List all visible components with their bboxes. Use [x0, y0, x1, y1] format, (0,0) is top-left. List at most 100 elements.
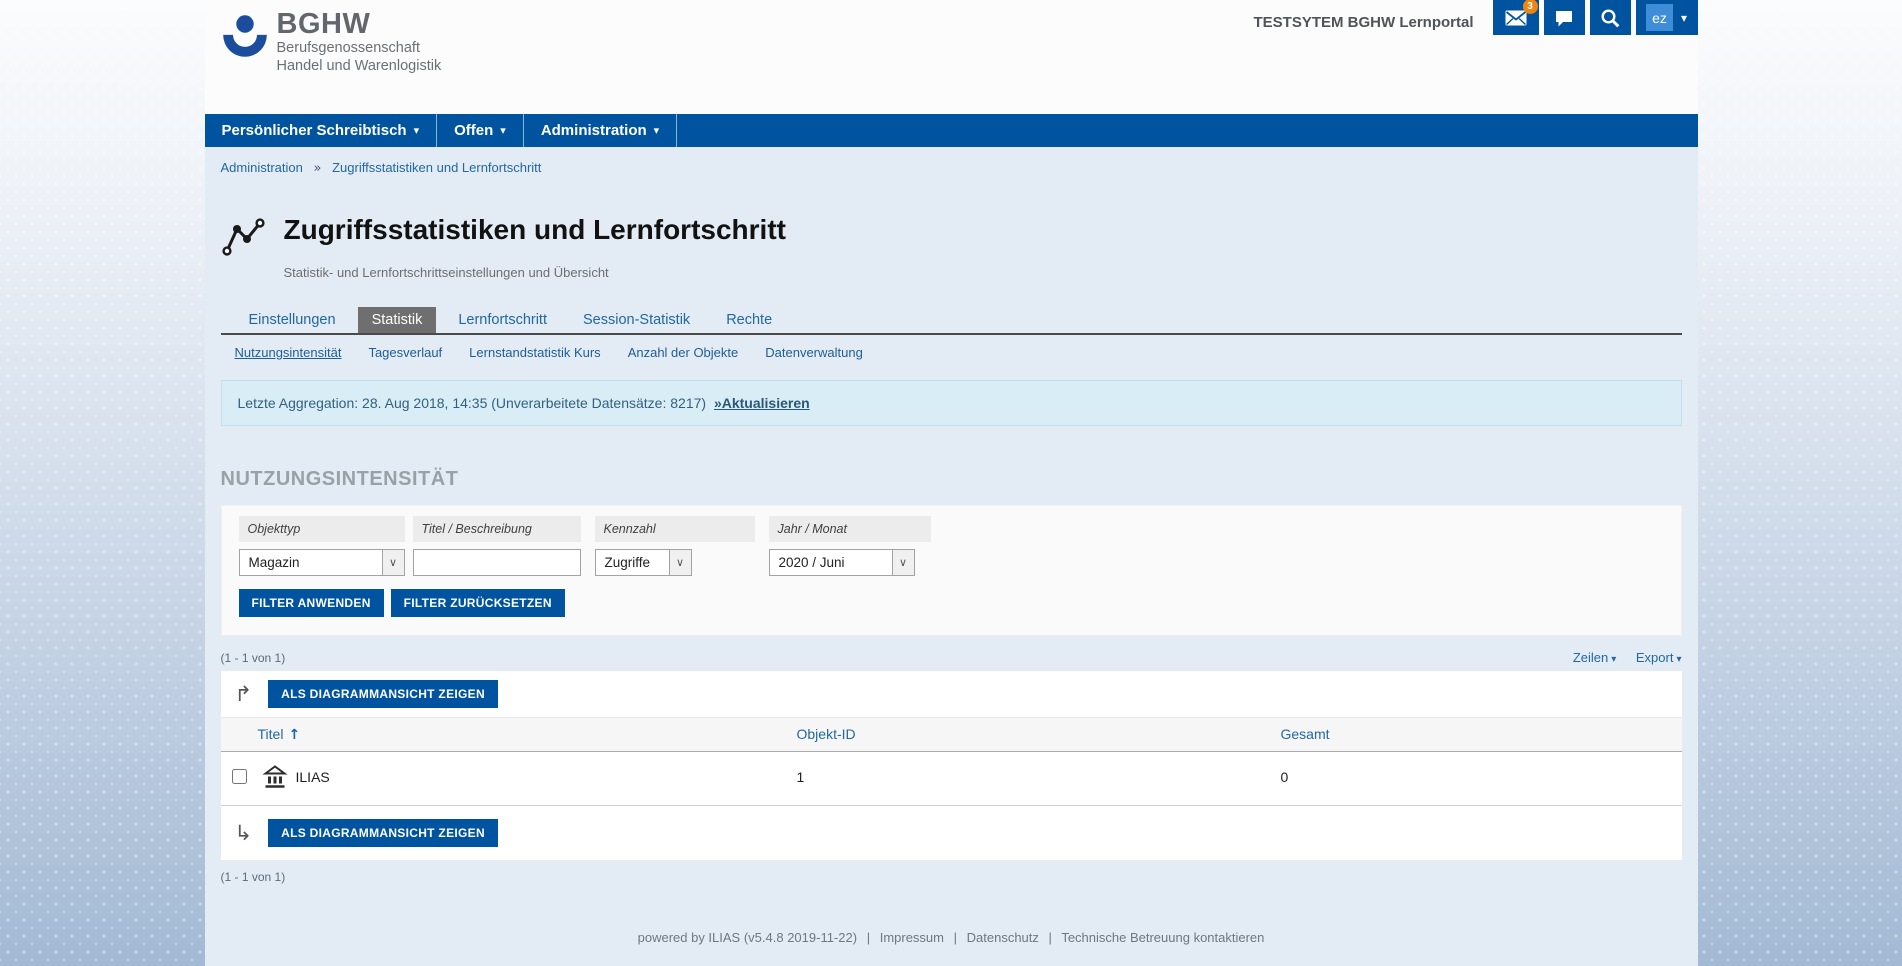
filter-reset-button[interactable]: FILTER ZURÜCKSETZEN — [390, 589, 565, 617]
row-checkbox[interactable] — [231, 769, 247, 784]
content-column: BGHW Berufsgenossenschaft Handel und War… — [204, 0, 1698, 966]
search-button[interactable] — [1589, 0, 1631, 35]
logo-subtitle-2: Handel und Warenlogistik — [276, 58, 442, 74]
column-header-objekt-id[interactable]: Objekt-ID — [797, 726, 1281, 743]
chevron-down-icon: ∨ — [668, 550, 691, 575]
subtab-lernstandstatistik-kurs[interactable]: Lernstandstatistik Kurs — [469, 345, 601, 360]
filter-label: Jahr / Monat — [768, 516, 931, 542]
repository-object-icon — [261, 765, 288, 788]
cell-titel: ILIAS — [221, 764, 797, 789]
chevron-down-icon: ▾ — [413, 124, 420, 137]
chat-button[interactable] — [1543, 0, 1585, 35]
footer-link-datenschutz[interactable]: Datenschutz — [966, 930, 1039, 945]
aggregation-info-box: Letzte Aggregation: 28. Aug 2018, 14:35 … — [220, 380, 1682, 426]
tab-rechte[interactable]: Rechte — [726, 312, 773, 328]
logo-text: BGHW Berufsgenossenschaft Handel und War… — [277, 9, 442, 75]
cell-gesamt: 0 — [1280, 768, 1289, 785]
export-menu[interactable]: Export ▾ — [1636, 650, 1682, 665]
filter-buttons: FILTER ANWENDEN FILTER ZURÜCKSETZEN — [238, 589, 1664, 617]
results-table: ↱ ALS DIAGRAMMANSICHT ZEIGEN Titel ↑ Obje… — [220, 671, 1682, 860]
breadcrumb: Administration » Zugriffsstatistiken und… — [221, 160, 1682, 176]
statistics-chart-icon — [221, 218, 265, 256]
chevron-down-icon: ▾ — [500, 124, 506, 137]
filter-label: Kennzahl — [594, 516, 755, 542]
avatar: ez — [1645, 4, 1673, 31]
chevron-down-icon: ▾ — [653, 124, 660, 137]
main-navbar: Persönlicher Schreibtisch ▾ Offen ▾ Admi… — [204, 114, 1698, 147]
filter-label: Titel / Beschreibung — [412, 516, 581, 542]
result-range-top: (1 - 1 von 1) — [220, 651, 286, 665]
titel-beschreibung-input[interactable] — [412, 549, 581, 576]
subtab-datenverwaltung[interactable]: Datenverwaltung — [765, 345, 863, 360]
chevron-down-icon: ▾ — [1680, 10, 1688, 25]
section-heading: NUTZUNGSINTENSITÄT — [220, 468, 459, 490]
breadcrumb-current[interactable]: Zugriffsstatistiken und Lernfortschritt — [332, 160, 542, 175]
mail-button[interactable]: 3 — [1492, 0, 1539, 35]
footer: powered by ILIAS (v5.4.8 2019-11-22) | I… — [221, 930, 1682, 945]
mail-badge: 3 — [1522, 0, 1538, 14]
select-value: Magazin — [248, 555, 300, 570]
show-diagram-button-bottom[interactable]: ALS DIAGRAMMANSICHT ZEIGEN — [268, 819, 498, 847]
search-icon — [1601, 8, 1620, 27]
chevron-down-icon: ∨ — [381, 550, 404, 575]
powered-by: powered by ILIAS (v5.4.8 2019-11-22) — [637, 930, 858, 945]
chevron-down-icon: ▾ — [1676, 654, 1682, 665]
main-area: Administration » Zugriffsstatistiken und… — [204, 147, 1698, 966]
column-header-gesamt[interactable]: Gesamt — [1281, 726, 1682, 743]
tab-statistik[interactable]: Statistik — [357, 307, 437, 333]
footer-link-betreuung[interactable]: Technische Betreuung kontaktieren — [1061, 930, 1265, 945]
show-diagram-button-top[interactable]: ALS DIAGRAMMANSICHT ZEIGEN — [268, 680, 498, 708]
column-label: Objekt-ID — [796, 726, 856, 742]
column-header-titel[interactable]: Titel ↑ — [221, 726, 797, 743]
page-subtitle: Statistik- und Lernfortschrittseinstellu… — [283, 265, 609, 280]
nav-item-label: Administration — [540, 122, 647, 139]
page-title-row: Zugriffsstatistiken und Lernfortschritt — [221, 214, 1682, 258]
subtab-nutzungsintensitaet[interactable]: Nutzungsintensität — [234, 345, 342, 360]
nav-administration[interactable]: Administration ▾ — [524, 114, 678, 147]
rows-menu-label: Zeilen — [1572, 650, 1609, 665]
table-command-row-top: ↱ ALS DIAGRAMMANSICHT ZEIGEN — [221, 671, 1682, 717]
tab-einstellungen[interactable]: Einstellungen — [248, 312, 336, 328]
filter-apply-button[interactable]: FILTER ANWENDEN — [238, 589, 384, 617]
subtab-anzahl-der-objekte[interactable]: Anzahl der Objekte — [627, 345, 739, 360]
filter-field-titel-beschreibung: Titel / Beschreibung — [412, 516, 581, 576]
tab-session-statistik[interactable]: Session-Statistik — [583, 312, 691, 328]
chat-icon — [1556, 10, 1572, 26]
table-menus: Zeilen ▾ Export ▾ — [1557, 650, 1682, 665]
sort-ascending-icon[interactable]: ↑ — [288, 727, 301, 743]
footer-separator: | — [953, 930, 958, 945]
tab-bar: Einstellungen Statistik Lernfortschritt … — [220, 307, 1682, 335]
jahr-monat-select[interactable]: 2020 / Juni ∨ — [768, 549, 915, 576]
tab-lernfortschritt[interactable]: Lernfortschritt — [458, 312, 547, 328]
footer-link-impressum[interactable]: Impressum — [879, 930, 944, 945]
nav-item-label: Offen — [454, 122, 494, 139]
header-right-cluster: TESTSYTEM BGHW Lernportal 3 — [1253, 0, 1698, 35]
table-row: ILIAS 1 0 — [220, 752, 1682, 806]
user-menu-button[interactable]: ez ▾ — [1635, 0, 1698, 35]
breadcrumb-administration[interactable]: Administration — [220, 160, 303, 175]
subtab-tagesverlauf[interactable]: Tagesverlauf — [368, 345, 443, 360]
page-title: Zugriffsstatistiken und Lernfortschritt — [283, 214, 786, 245]
column-label: Gesamt — [1280, 726, 1330, 742]
nav-personal-desktop[interactable]: Persönlicher Schreibtisch ▾ — [205, 114, 438, 147]
footer-separator: | — [1048, 930, 1052, 945]
filter-panel: Objekttyp Magazin ∨ Titel / Beschreibung — [220, 505, 1682, 636]
objekttyp-select[interactable]: Magazin ∨ — [238, 549, 405, 576]
arrow-up-right-icon: ↱ — [234, 682, 253, 706]
select-value: 2020 / Juni — [778, 555, 845, 570]
cell-objekt-id: 1 — [796, 768, 805, 785]
top-header: BGHW Berufsgenossenschaft Handel und War… — [204, 0, 1698, 114]
system-label: TESTSYTEM BGHW Lernportal — [1253, 14, 1474, 31]
rows-menu[interactable]: Zeilen ▾ — [1573, 650, 1616, 665]
object-title: ILIAS — [295, 768, 330, 785]
nav-offen[interactable]: Offen ▾ — [437, 114, 524, 147]
aggregation-info-text: Letzte Aggregation: 28. Aug 2018, 14:35 … — [237, 395, 707, 411]
aktualisieren-link[interactable]: »Aktualisieren — [713, 395, 810, 411]
table-header-row: Titel ↑ Objekt-ID Gesamt — [220, 717, 1682, 752]
mail-icon — [1505, 10, 1526, 25]
kennzahl-select[interactable]: Zugriffe ∨ — [594, 549, 692, 576]
logo-subtitle-1: Berufsgenossenschaft — [276, 40, 420, 56]
table-toolbar: (1 - 1 von 1) Zeilen ▾ Export ▾ — [221, 650, 1682, 665]
subtab-bar: Nutzungsintensität Tagesverlauf Lernstan… — [221, 335, 1682, 366]
